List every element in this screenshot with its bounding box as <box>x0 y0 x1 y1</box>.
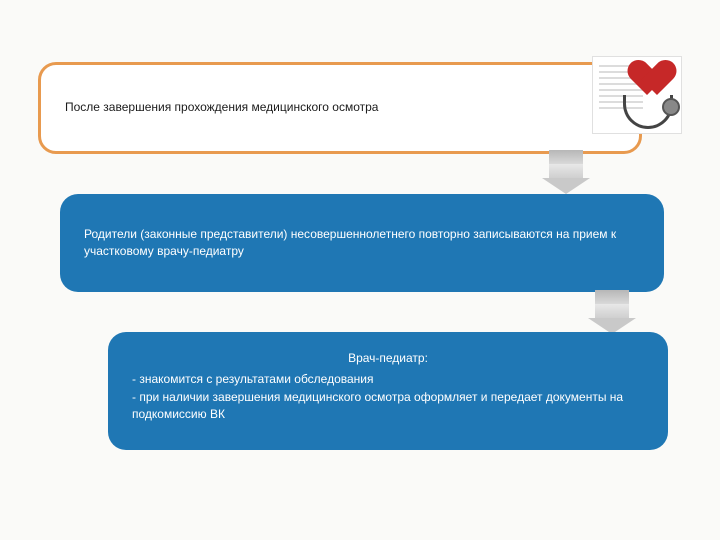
flowchart-canvas: После завершения прохождения медицинског… <box>0 0 720 540</box>
arrow-2 <box>594 290 630 334</box>
flow-step-3: Врач-педиатр: - знакомится с результатам… <box>108 332 668 450</box>
flow-step-1: После завершения прохождения медицинског… <box>38 62 642 154</box>
stethoscope-image <box>592 56 682 134</box>
flow-step-1-text: После завершения прохождения медицинског… <box>65 99 378 116</box>
flow-step-3-line-1: - знакомится с результатами обследования <box>132 371 644 388</box>
flow-step-2-text: Родители (законные представители) несове… <box>84 226 640 261</box>
flow-step-3-title: Врач-педиатр: <box>132 350 644 367</box>
flow-step-3-line-2: - при наличии завершения медицинского ос… <box>132 389 644 424</box>
arrow-1 <box>548 150 584 194</box>
flow-step-2: Родители (законные представители) несове… <box>60 194 664 292</box>
